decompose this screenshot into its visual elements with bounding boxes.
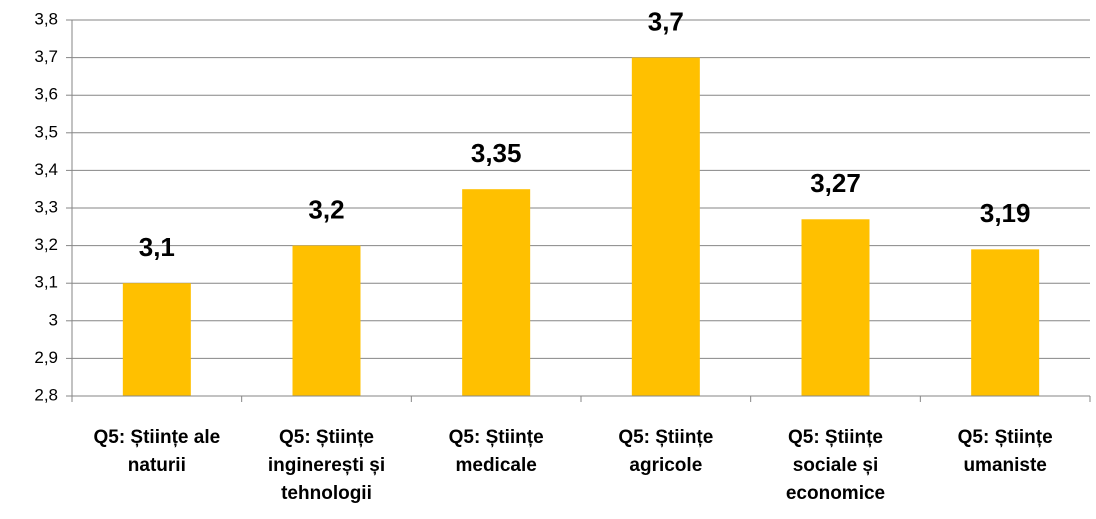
bar	[801, 219, 870, 396]
y-tick-label: 3,4	[34, 160, 58, 179]
x-tick-label: Q5: Științe inginerești și tehnologii	[267, 427, 386, 504]
x-tick-label: Q5: Științe ale naturii	[93, 427, 221, 476]
x-tick-label: Q5: Științe sociale și economice	[785, 427, 886, 504]
y-tick-label: 2,8	[34, 385, 58, 404]
y-tick-label: 3	[49, 310, 58, 329]
value-label: 3,7	[648, 6, 684, 36]
bar	[462, 189, 531, 396]
y-tick-label: 3,2	[34, 235, 58, 254]
bar	[631, 57, 700, 396]
y-tick-label: 3,6	[34, 85, 58, 104]
y-tick-label: 3,1	[34, 273, 58, 292]
value-label: 3,27	[810, 168, 861, 198]
bar	[292, 245, 361, 396]
value-label: 3,19	[980, 198, 1031, 228]
value-label: 3,2	[308, 194, 344, 224]
x-tick-label: Q5: Științe umaniste	[957, 427, 1053, 476]
y-tick-label: 3,8	[34, 9, 58, 28]
value-label: 3,35	[471, 138, 522, 168]
x-tick-label: Q5: Științe agricole	[618, 427, 714, 476]
y-tick-label: 3,3	[34, 197, 58, 216]
y-tick-label: 3,5	[34, 122, 58, 141]
y-tick-label: 3,7	[34, 47, 58, 66]
y-tick-label: 2,9	[34, 348, 58, 367]
bar	[971, 249, 1040, 396]
x-tick-label: Q5: Științe medicale	[448, 427, 544, 476]
value-label: 3,1	[139, 232, 175, 262]
bar	[122, 283, 191, 396]
